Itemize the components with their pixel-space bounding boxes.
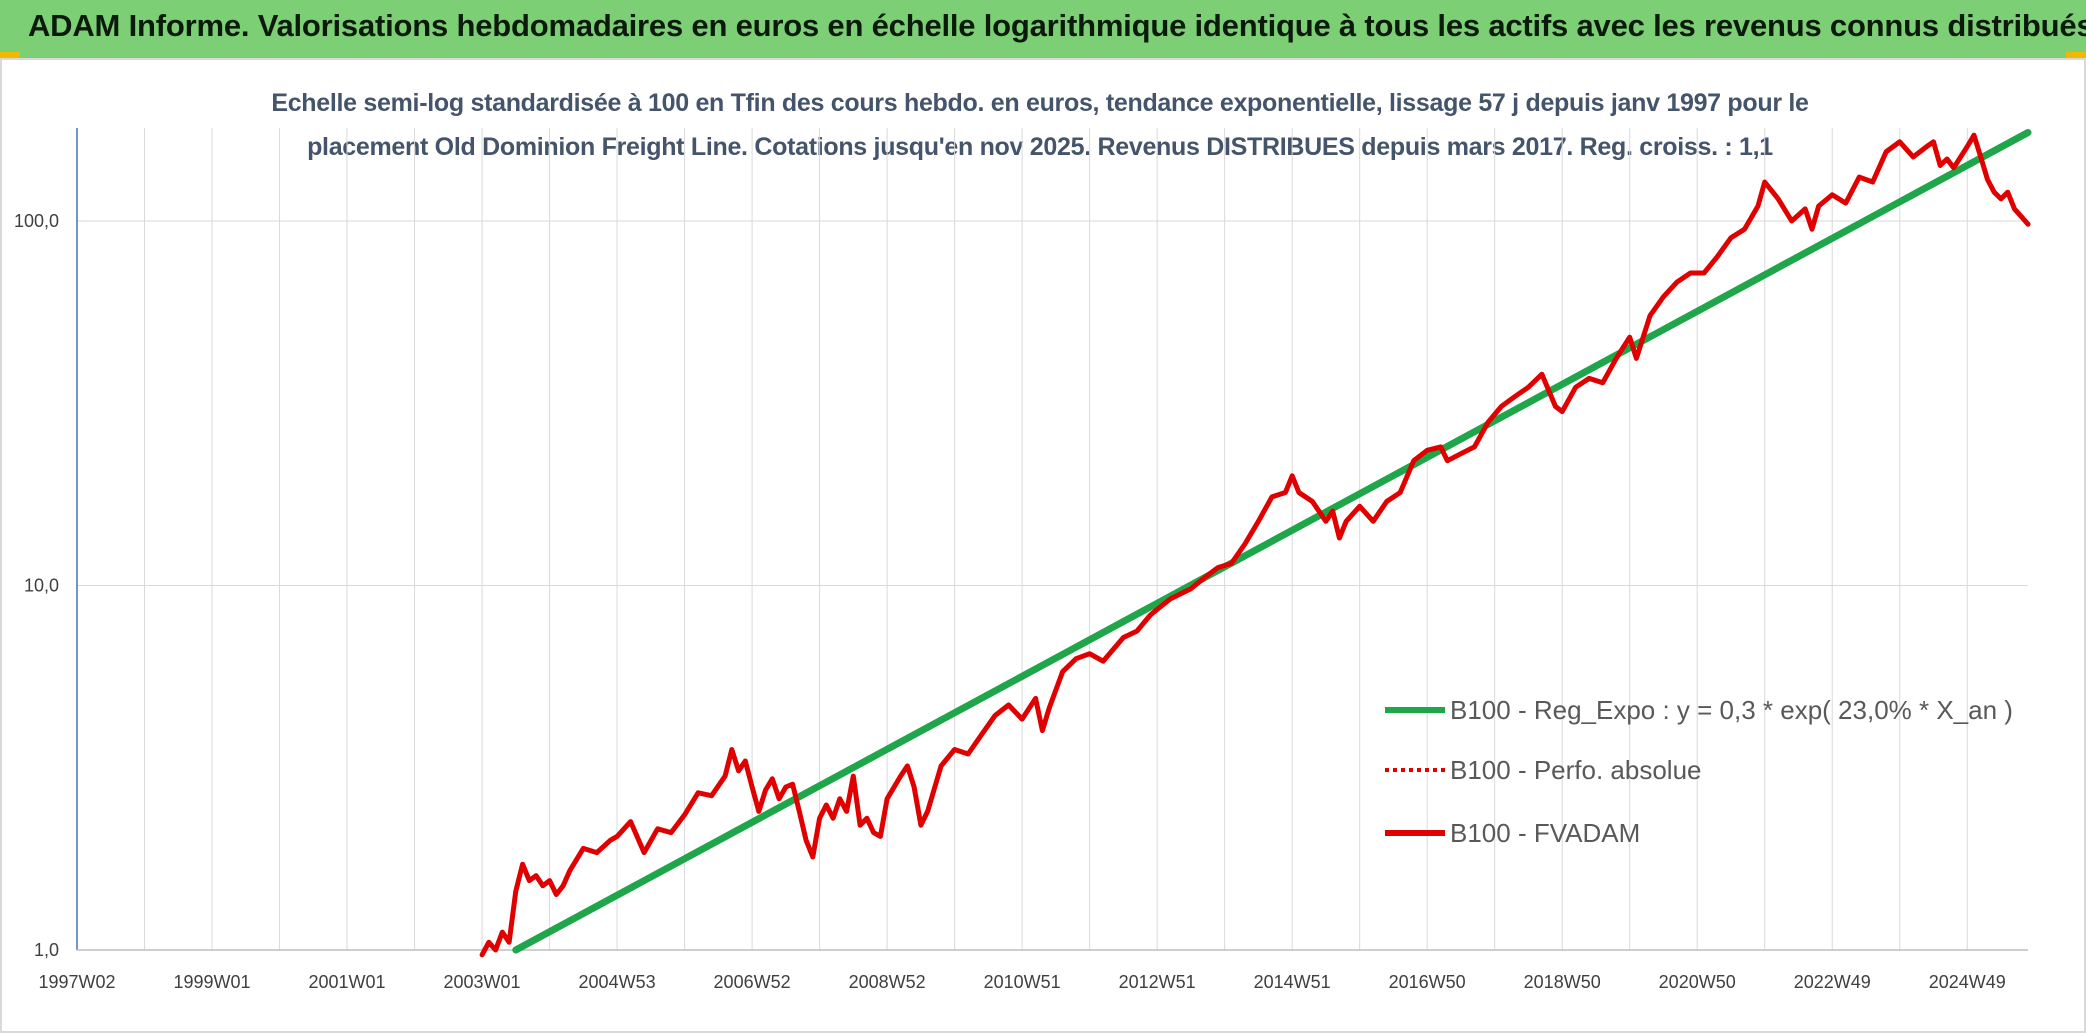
x-tick-label: 1999W01 (173, 972, 250, 992)
legend-label-3: B100 - FVADAM (1450, 818, 1640, 848)
y-tick-label: 10,0 (24, 576, 59, 596)
x-tick-label: 2001W01 (309, 972, 386, 992)
x-tick-label: 2024W49 (1929, 972, 2006, 992)
x-tick-label: 1997W02 (38, 972, 115, 992)
x-tick-label: 2020W50 (1659, 972, 1736, 992)
x-tick-label: 2006W52 (714, 972, 791, 992)
legend-label-2: B100 - Perfo. absolue (1450, 755, 1702, 785)
axis-layer: 1,0 10,0 100,0 1997W02 1999W01 2001W01 2003W01… (14, 128, 2028, 992)
x-tick-label: 2022W49 (1794, 972, 1871, 992)
x-tick-label: 2004W53 (579, 972, 656, 992)
grid-layer (76, 128, 2028, 951)
x-tick-label: 2012W51 (1119, 972, 1196, 992)
legend: B100 - Reg_Expo : y = 0,3 * exp( 23,0% *… (1385, 695, 2013, 848)
report-title: ADAM Informe. Valorisations hebdomadaire… (28, 8, 2086, 43)
chart-area (0, 58, 2086, 1033)
chart-title-line-2: placement Old Dominion Freight Line. Cot… (307, 133, 1773, 161)
series-line-3 (479, 132, 2031, 958)
x-tick-label: 2008W52 (849, 972, 926, 992)
x-tick-label: 2014W51 (1254, 972, 1331, 992)
y-tick-label: 100,0 (14, 211, 59, 231)
chart-title-line-1: Echelle semi-log standardisée à 100 en T… (271, 89, 1809, 117)
x-tick-label: 2018W50 (1524, 972, 1601, 992)
x-tick-label: 2003W01 (444, 972, 521, 992)
x-tick-label: 2016W50 (1389, 972, 1466, 992)
series-layer (479, 129, 2032, 958)
legend-label-1: B100 - Reg_Expo : y = 0,3 * exp( 23,0% *… (1450, 695, 2013, 725)
y-tick-label: 1,0 (34, 940, 59, 960)
x-tick-label: 2010W51 (984, 972, 1061, 992)
report-banner: ADAM Informe. Valorisations hebdomadaire… (0, 0, 2086, 58)
series-line-1 (512, 129, 2032, 954)
